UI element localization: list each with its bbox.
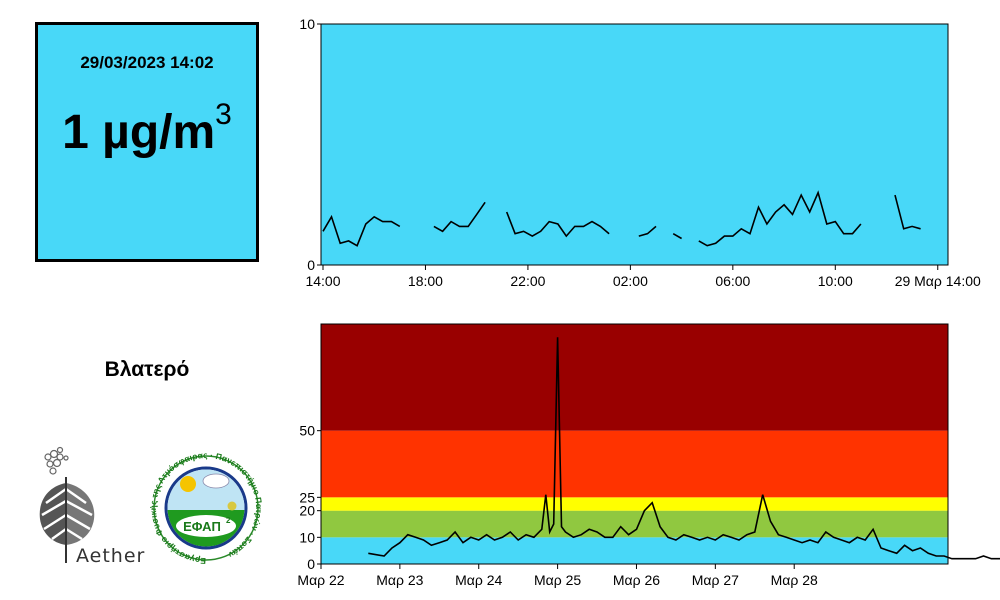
aether-logo: Aether xyxy=(39,446,145,565)
y-tick-label: 0 xyxy=(307,556,315,572)
x-tick-label: 02:00 xyxy=(613,273,648,289)
x-tick-label: 06:00 xyxy=(715,273,750,289)
current-value-text: 1 µg/m xyxy=(62,106,216,159)
x-tick-label: 10:00 xyxy=(818,273,853,289)
x-tick-label: 18:00 xyxy=(408,273,443,289)
aqi-band xyxy=(321,510,948,538)
y-tick-label: 10 xyxy=(299,529,315,545)
aqi-band xyxy=(321,324,948,431)
efap-acronym-sup: 2 xyxy=(226,516,231,525)
x-tick-label: Μαρ 24 xyxy=(455,572,502,588)
x-tick-label: Μαρ 26 xyxy=(613,572,660,588)
current-unit-superscript: 3 xyxy=(215,98,232,131)
aether-wordmark: Aether xyxy=(76,545,145,565)
y-tick-label: 10 xyxy=(299,16,315,32)
x-tick-label: Μαρ 28 xyxy=(771,572,818,588)
x-tick-label: Μαρ 22 xyxy=(297,572,344,588)
aether-smoke-icon xyxy=(44,446,69,475)
aqi-band xyxy=(321,497,948,511)
plot-area xyxy=(320,23,949,266)
x-tick-label: Μαρ 23 xyxy=(376,572,423,588)
efap-acronym: ΕΦΑΠ xyxy=(183,519,221,534)
x-tick-label: 22:00 xyxy=(510,273,545,289)
station-name: Βλατερό xyxy=(104,358,190,381)
aqi-band xyxy=(321,537,948,564)
y-tick-label: 20 xyxy=(299,503,315,519)
series-line xyxy=(368,337,1000,560)
aqi-band xyxy=(321,430,948,498)
x-tick-label: Μαρ 25 xyxy=(534,572,581,588)
aether-leaf-icon xyxy=(39,477,95,563)
current-datetime: 29/03/2023 14:02 xyxy=(80,53,214,72)
x-tick-label: 29 Μαρ 14:00 xyxy=(895,273,981,289)
y-tick-label: 25 xyxy=(299,489,315,505)
tree-icon xyxy=(227,501,237,511)
x-tick-label: 14:00 xyxy=(305,273,340,289)
recent-hours-chart: 0 10 14:00 18:00 22:00 02:00 06:00 10:00 29 Μαρ … xyxy=(299,16,981,289)
current-reading-panel: 29/03/2023 14:02 1 µg/m3 xyxy=(35,22,259,262)
plot-frame xyxy=(320,323,949,565)
series-line xyxy=(322,190,921,247)
y-tick-label: 50 xyxy=(299,423,315,439)
x-tick-label: Μαρ 27 xyxy=(692,572,739,588)
efap-logo: Εργαστήριο Φυσικής της Ατμόσφαιρας · Παν… xyxy=(150,450,262,566)
y-tick-label: 0 xyxy=(307,257,315,273)
sun-icon xyxy=(180,476,196,492)
cloud-icon xyxy=(202,473,230,489)
current-value: 1 µg/m3 xyxy=(38,98,256,160)
